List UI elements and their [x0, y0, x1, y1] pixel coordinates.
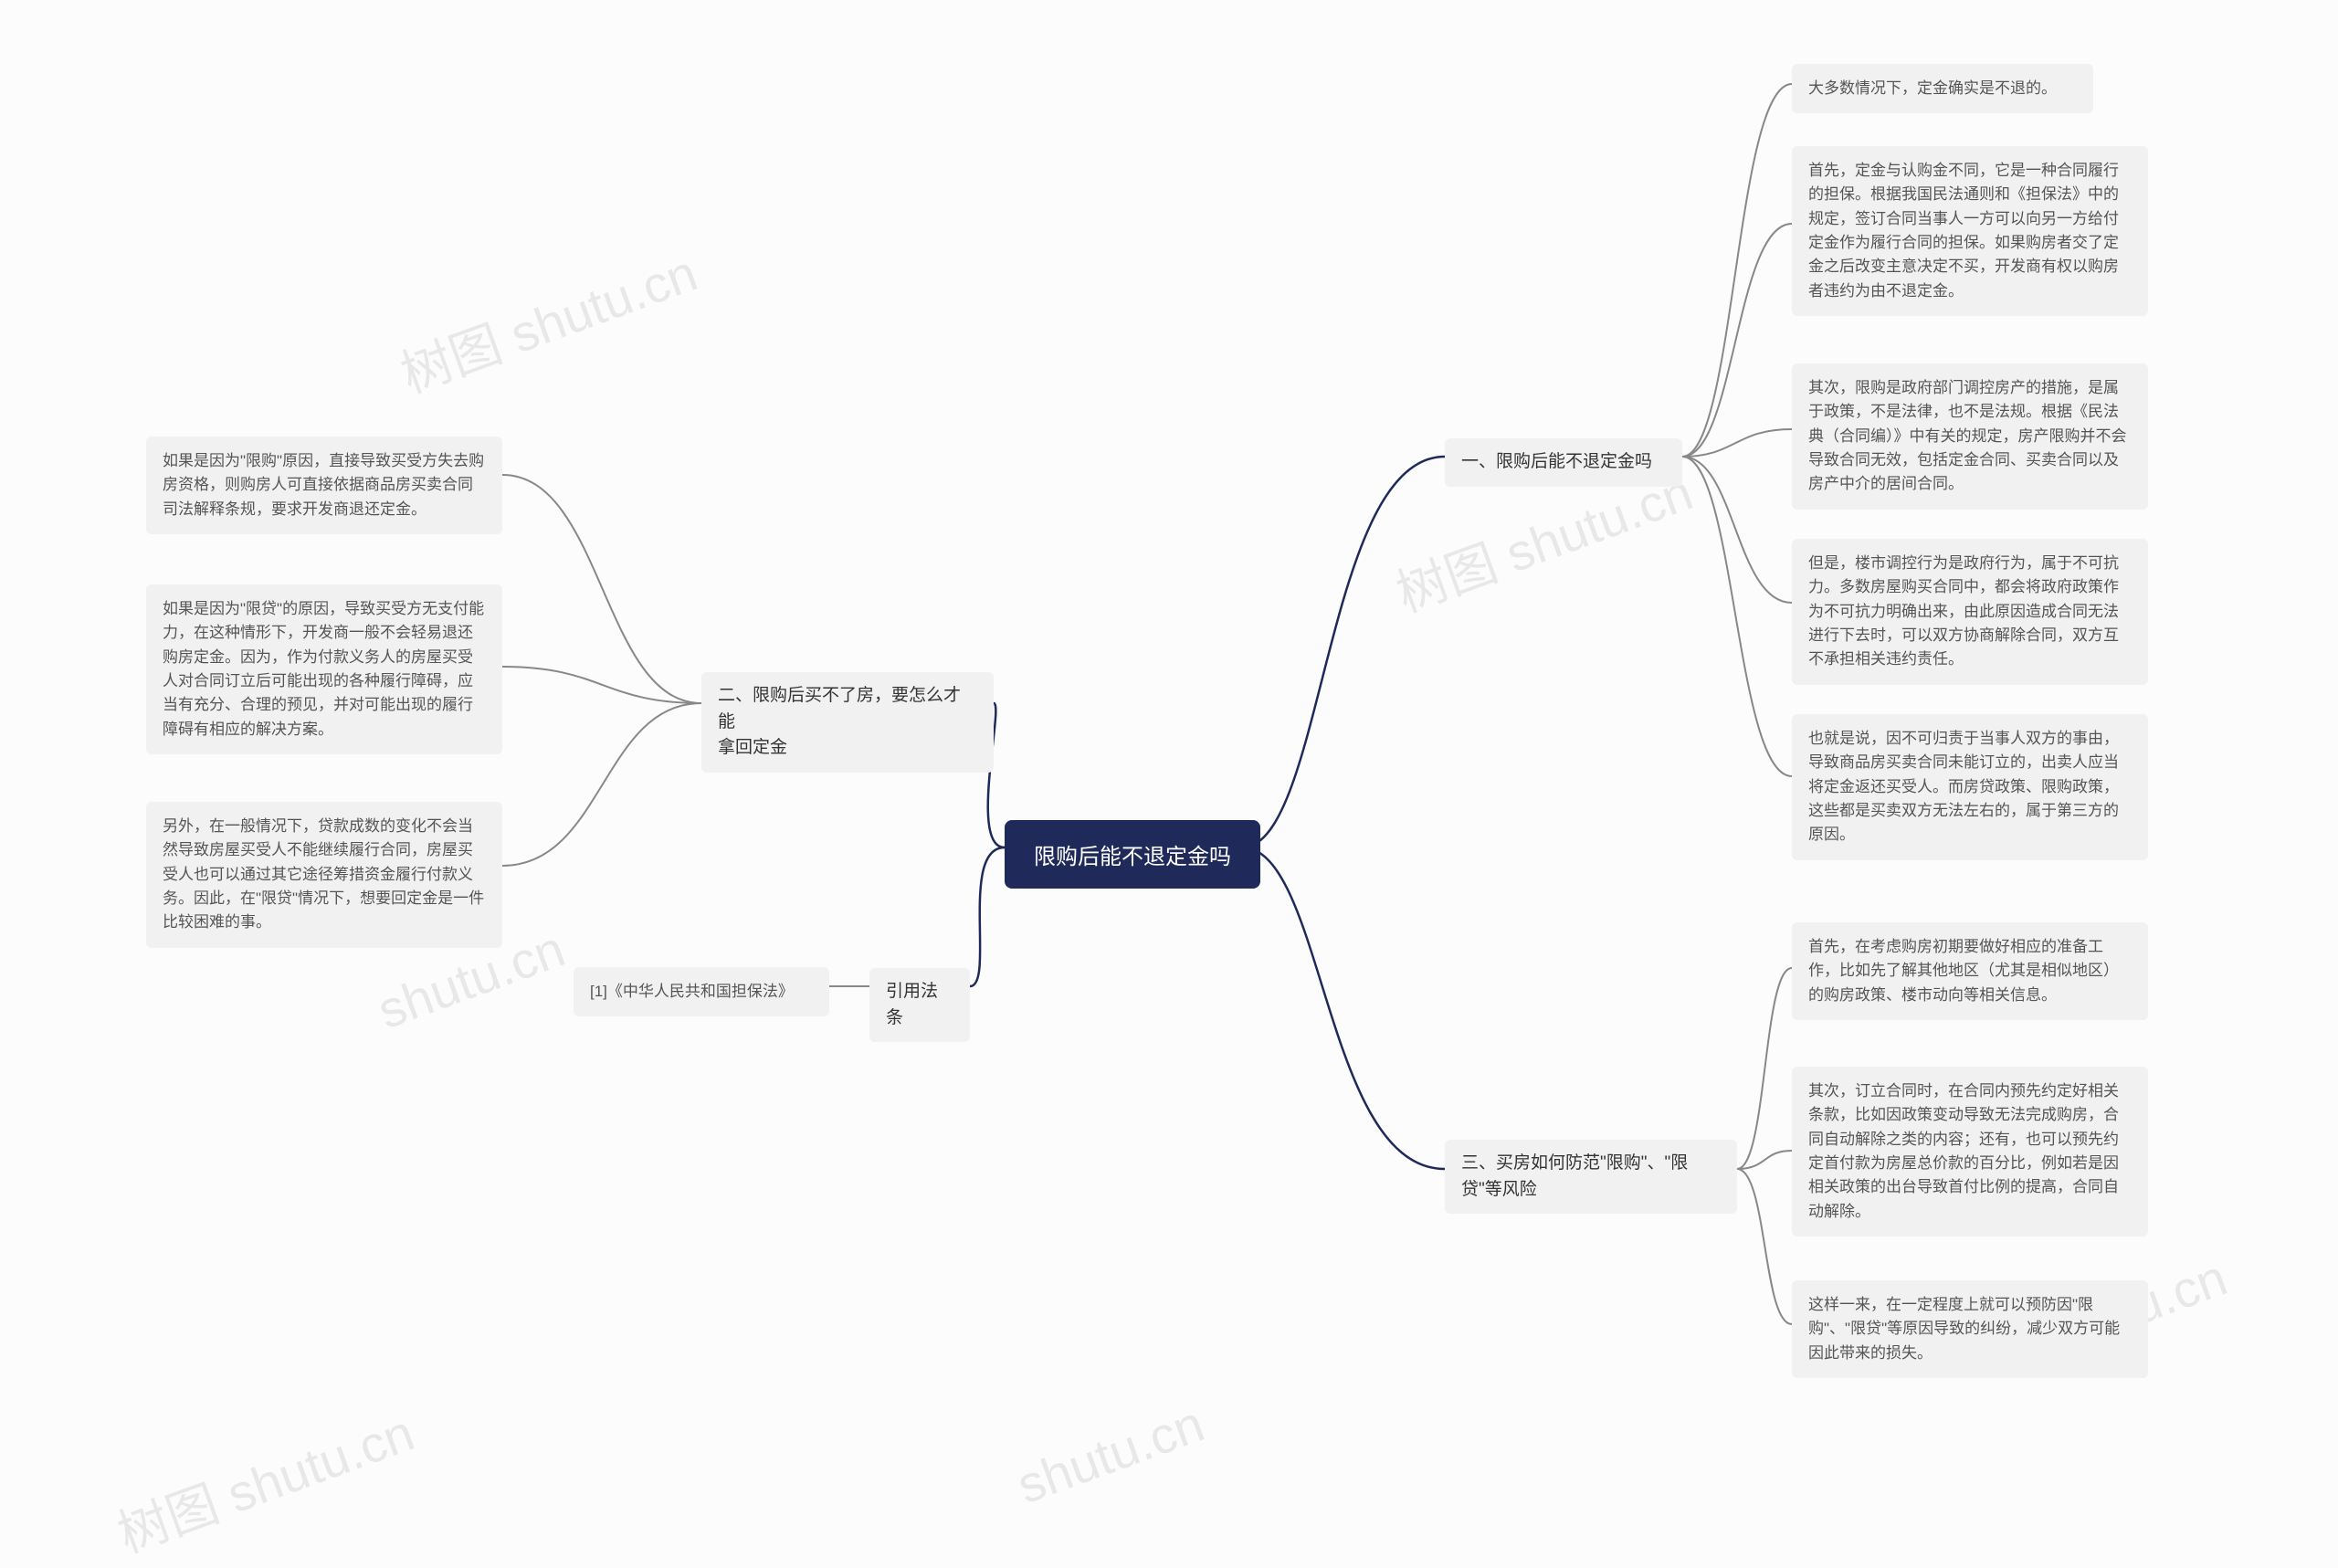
leaf-1-3[interactable]: 其次，限购是政府部门调控房产的措施，是属于政策，不是法律，也不是法规。根据《民法… [1792, 363, 2148, 510]
watermark: 树图 shutu.cn [106, 1392, 423, 1567]
branch-3-line2: 贷"等风险 [1461, 1180, 1537, 1199]
branch-node-4[interactable]: 引用法条 [869, 968, 970, 1042]
leaf-1-1[interactable]: 大多数情况下，定金确实是不退的。 [1792, 64, 2093, 113]
branch-node-1[interactable]: 一、限购后能不退定金吗 [1445, 438, 1682, 487]
branch-node-3[interactable]: 三、买房如何防范"限购"、"限 贷"等风险 [1445, 1140, 1737, 1214]
leaf-3-1[interactable]: 首先，在考虑购房初期要做好相应的准备工作，比如先了解其他地区（尤其是相似地区）的… [1792, 922, 2148, 1020]
leaf-4-1[interactable]: [1]《中华人民共和国担保法》 [574, 967, 829, 1016]
branch-3-line1: 三、买房如何防范"限购"、"限 [1461, 1153, 1688, 1173]
root-node[interactable]: 限购后能不退定金吗 [1005, 820, 1260, 889]
leaf-1-4[interactable]: 但是，楼市调控行为是政府行为，属于不可抗力。多数房屋购买合同中，都会将政府政策作… [1792, 539, 2148, 685]
branch-2-line1: 二、限购后买不了房，要怎么才能 [718, 686, 961, 731]
watermark: shutu.cn [1009, 1394, 1211, 1515]
leaf-1-2[interactable]: 首先，定金与认购金不同，它是一种合同履行的担保。根据我国民法通则和《担保法》中的… [1792, 146, 2148, 316]
leaf-2-3[interactable]: 另外，在一般情况下，贷款成数的变化不会当然导致房屋买受人不能继续履行合同，房屋买… [146, 802, 502, 948]
leaf-1-5[interactable]: 也就是说，因不可归责于当事人双方的事由，导致商品房买卖合同未能订立的，出卖人应当… [1792, 714, 2148, 860]
leaf-3-2[interactable]: 其次，订立合同时，在合同内预先约定好相关条款，比如因政策变动导致无法完成购房，合… [1792, 1067, 2148, 1237]
branch-node-2[interactable]: 二、限购后买不了房，要怎么才能 拿回定金 [701, 672, 994, 773]
watermark: 树图 shutu.cn [389, 232, 706, 407]
leaf-3-3[interactable]: 这样一来，在一定程度上就可以预防因"限购"、"限贷"等原因导致的纠纷，减少双方可… [1792, 1280, 2148, 1378]
leaf-2-1[interactable]: 如果是因为"限购"原因，直接导致买受方失去购房资格，则购房人可直接依据商品房买卖… [146, 437, 502, 534]
leaf-2-2[interactable]: 如果是因为"限贷"的原因，导致买受方无支付能力，在这种情形下，开发商一般不会轻易… [146, 584, 502, 754]
branch-2-line2: 拿回定金 [718, 738, 787, 757]
